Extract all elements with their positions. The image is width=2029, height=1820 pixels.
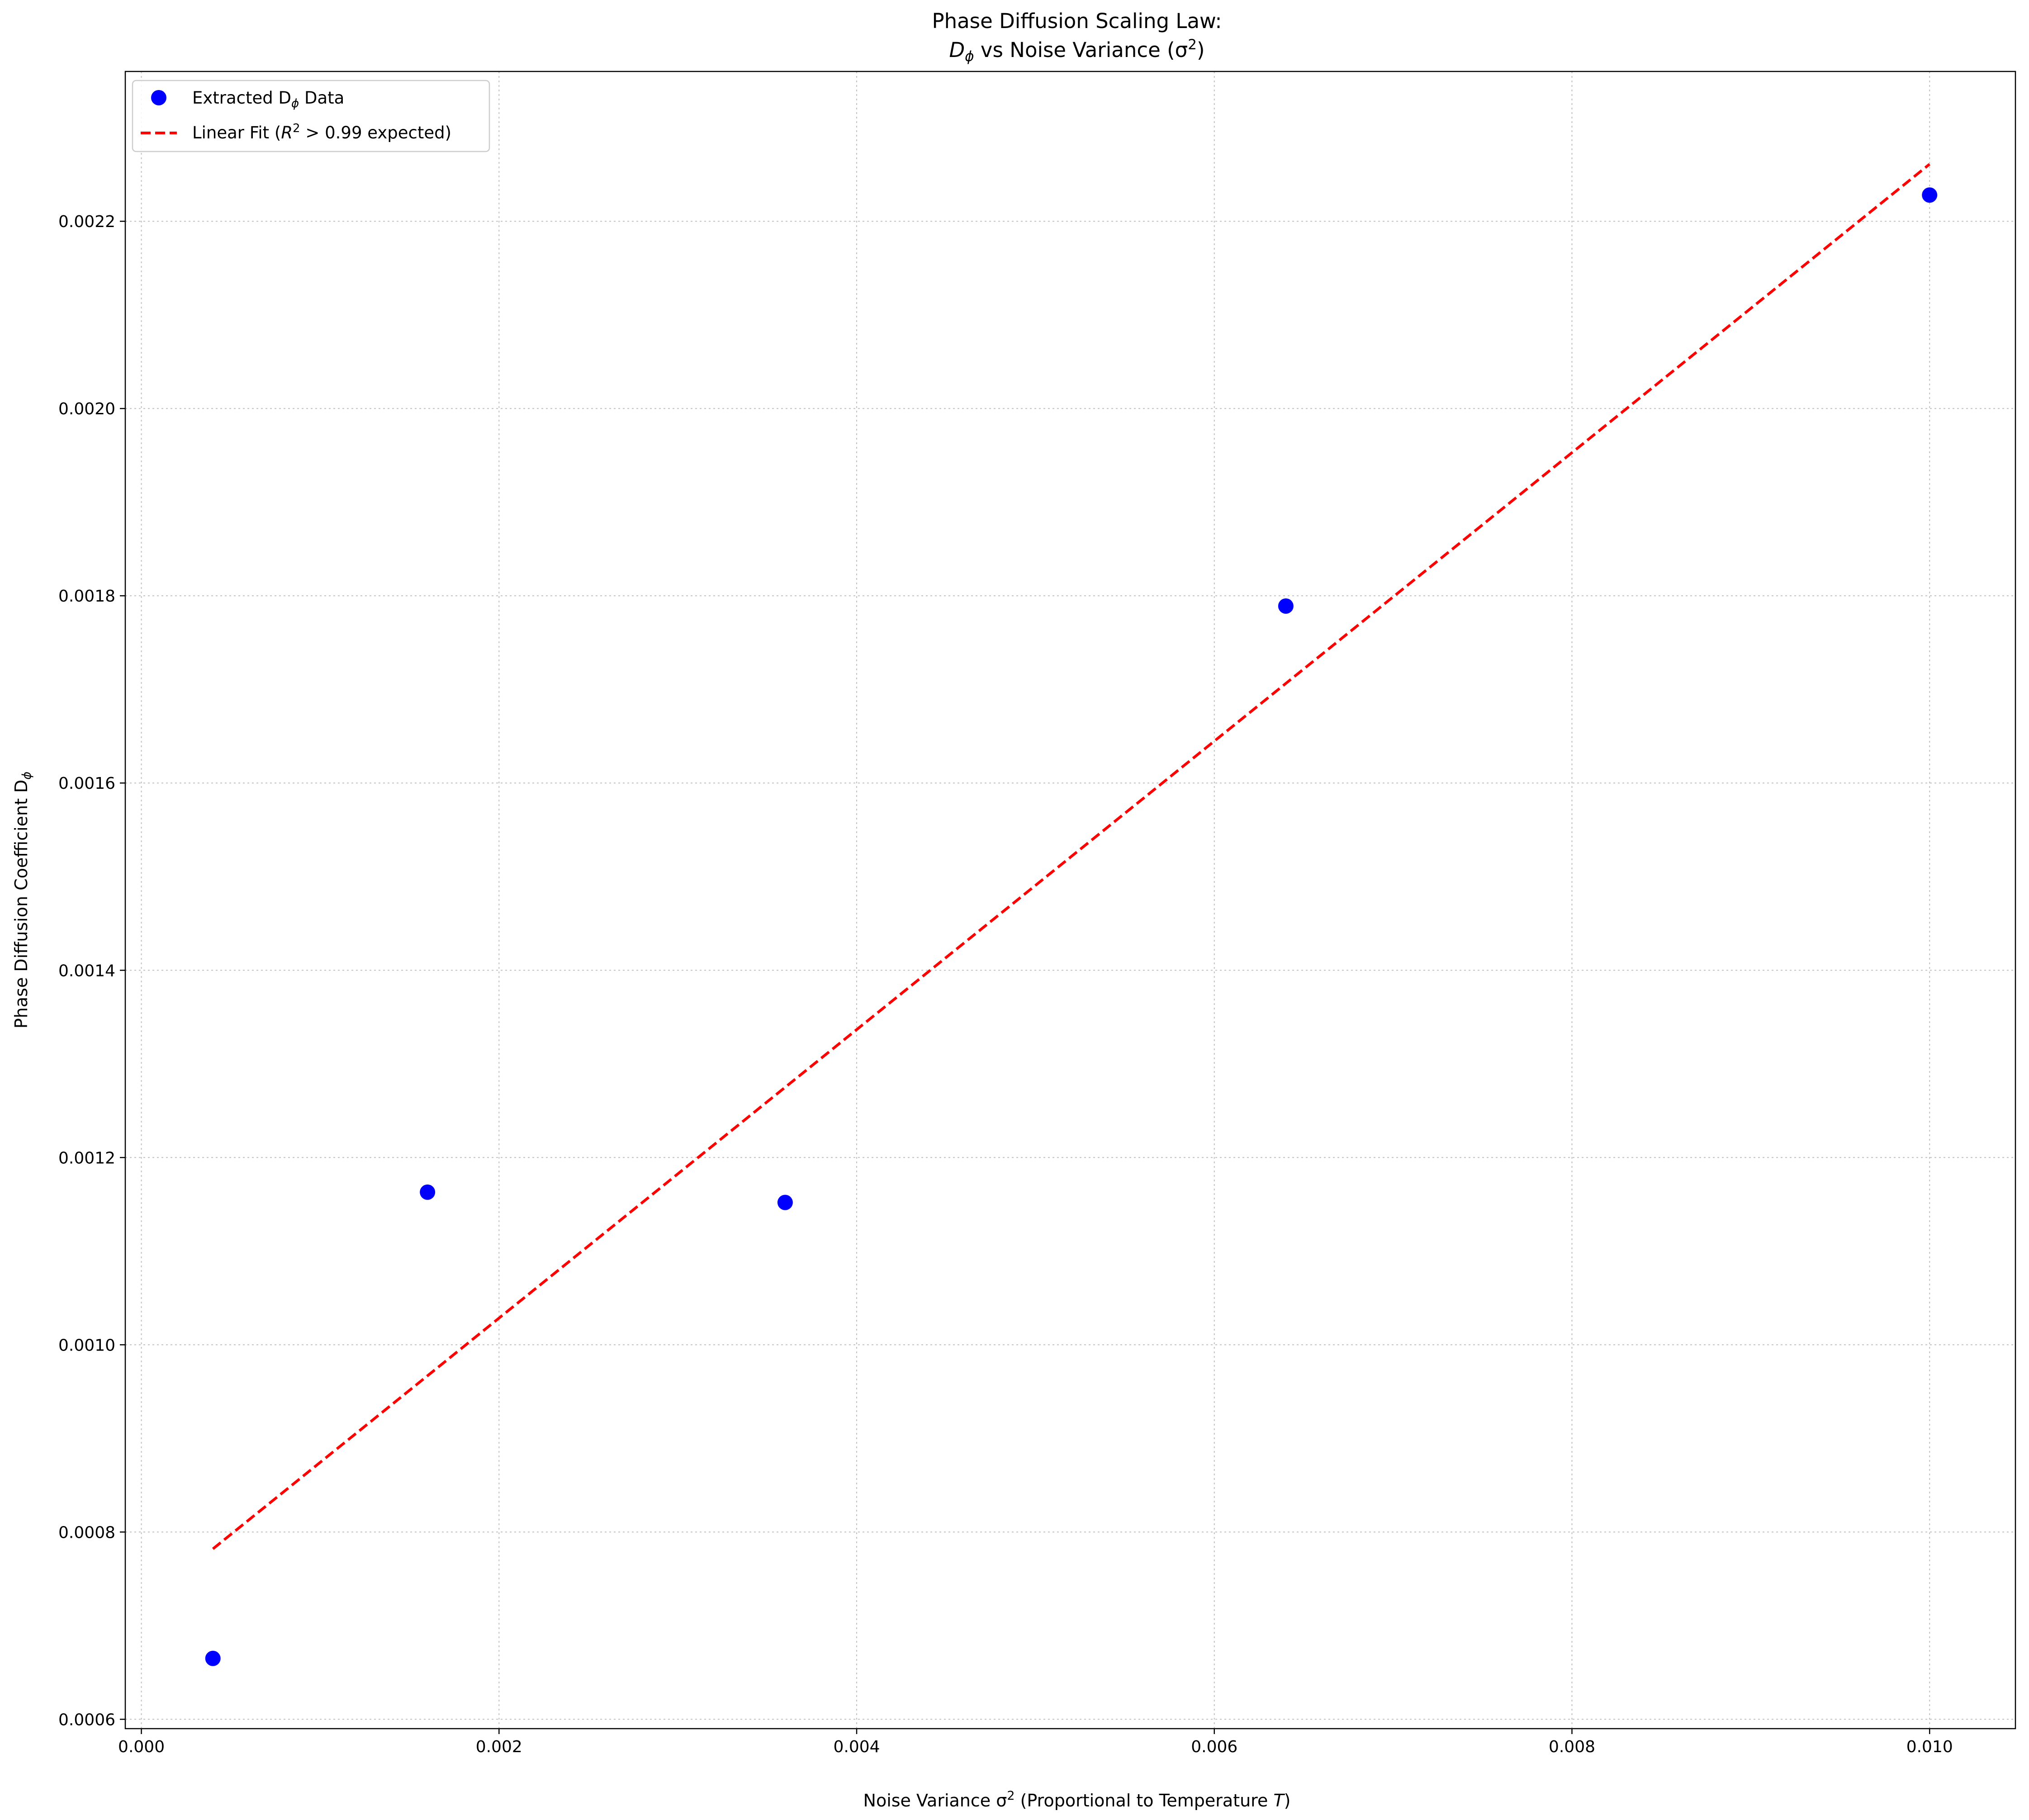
legend-fit-prefix: Linear Fit ( — [192, 123, 281, 142]
legend-label-prefix: Extracted D — [192, 88, 291, 108]
data-point — [777, 1194, 793, 1210]
chart-title-line1: Phase Diffusion Scaling Law: — [932, 9, 1222, 33]
data-point — [205, 1650, 221, 1666]
data-point — [1922, 187, 1938, 203]
xlabel-superscript: 2 — [1007, 1789, 1014, 1803]
y-tick-label: 0.0014 — [58, 962, 115, 980]
y-tick-label: 0.0012 — [58, 1149, 115, 1167]
y-tick-label: 0.0010 — [58, 1336, 115, 1355]
y-tick-label: 0.0006 — [58, 1711, 115, 1729]
x-axis-ticks: 0.000 0.002 0.004 0.006 0.008 0.010 — [118, 1729, 1953, 1756]
legend: Extracted Dϕ Data Linear Fit (R2 > 0.99 … — [132, 80, 490, 152]
ylabel-phi-subscript: ϕ — [20, 772, 34, 780]
plot-series — [205, 163, 1938, 1666]
chart-title-line2: Dϕ vs Noise Variance (σ2) — [949, 37, 1205, 65]
data-point — [1278, 598, 1294, 614]
x-tick-label: 0.010 — [1906, 1738, 1953, 1756]
y-axis-label: Phase Diffusion Coefficient Dϕ — [11, 772, 34, 1028]
legend-r-superscript: 2 — [293, 122, 300, 135]
linear-fit-line — [212, 163, 1931, 1550]
title-middle-text: vs Noise Variance (σ — [974, 38, 1188, 62]
data-point — [420, 1184, 436, 1200]
y-axis-ticks: 0.0006 0.0008 0.0010 0.0012 0.0014 0.0016 0.00… — [58, 213, 125, 1729]
xlabel-suffix: ) — [1284, 1791, 1291, 1811]
x-tick-label: 0.004 — [834, 1738, 880, 1756]
x-axis-label: Noise Variance σ2 (Proportional to Tempe… — [863, 1789, 1291, 1811]
legend-marker-extracted-data — [151, 90, 166, 105]
legend-phi-subscript: ϕ — [291, 97, 299, 110]
grid — [125, 71, 2015, 1729]
plot-frame — [124, 71, 2016, 1730]
title-sigma-superscript: 2 — [1188, 37, 1197, 53]
legend-box — [132, 80, 490, 152]
title-suffix: ) — [1197, 38, 1205, 62]
title-d-symbol: D — [949, 38, 965, 62]
legend-r-symbol: R — [281, 123, 293, 142]
xlabel-prefix: Noise Variance σ — [863, 1791, 1007, 1811]
x-tick-label: 0.000 — [118, 1738, 165, 1756]
xlabel-middle: (Proportional to Temperature — [1015, 1791, 1274, 1811]
x-tick-label: 0.002 — [476, 1738, 522, 1756]
x-tick-label: 0.006 — [1191, 1738, 1237, 1756]
legend-label-extracted-data: Extracted Dϕ Data — [192, 88, 344, 110]
title-phi-subscript: ϕ — [965, 48, 974, 65]
legend-label-linear-fit: Linear Fit (R2 > 0.99 expected) — [192, 122, 451, 142]
legend-label-suffix: Data — [299, 88, 344, 108]
ylabel-prefix: Phase Diffusion Coefficient D — [11, 780, 31, 1028]
y-tick-label: 0.0020 — [58, 400, 115, 418]
y-tick-label: 0.0022 — [58, 213, 115, 231]
x-tick-label: 0.008 — [1549, 1738, 1595, 1756]
xlabel-temperature-symbol: T — [1273, 1791, 1285, 1811]
y-tick-label: 0.0008 — [58, 1523, 115, 1542]
y-tick-label: 0.0016 — [58, 774, 115, 793]
legend-fit-suffix: > 0.99 expected) — [300, 123, 451, 142]
y-tick-label: 0.0018 — [58, 587, 115, 606]
